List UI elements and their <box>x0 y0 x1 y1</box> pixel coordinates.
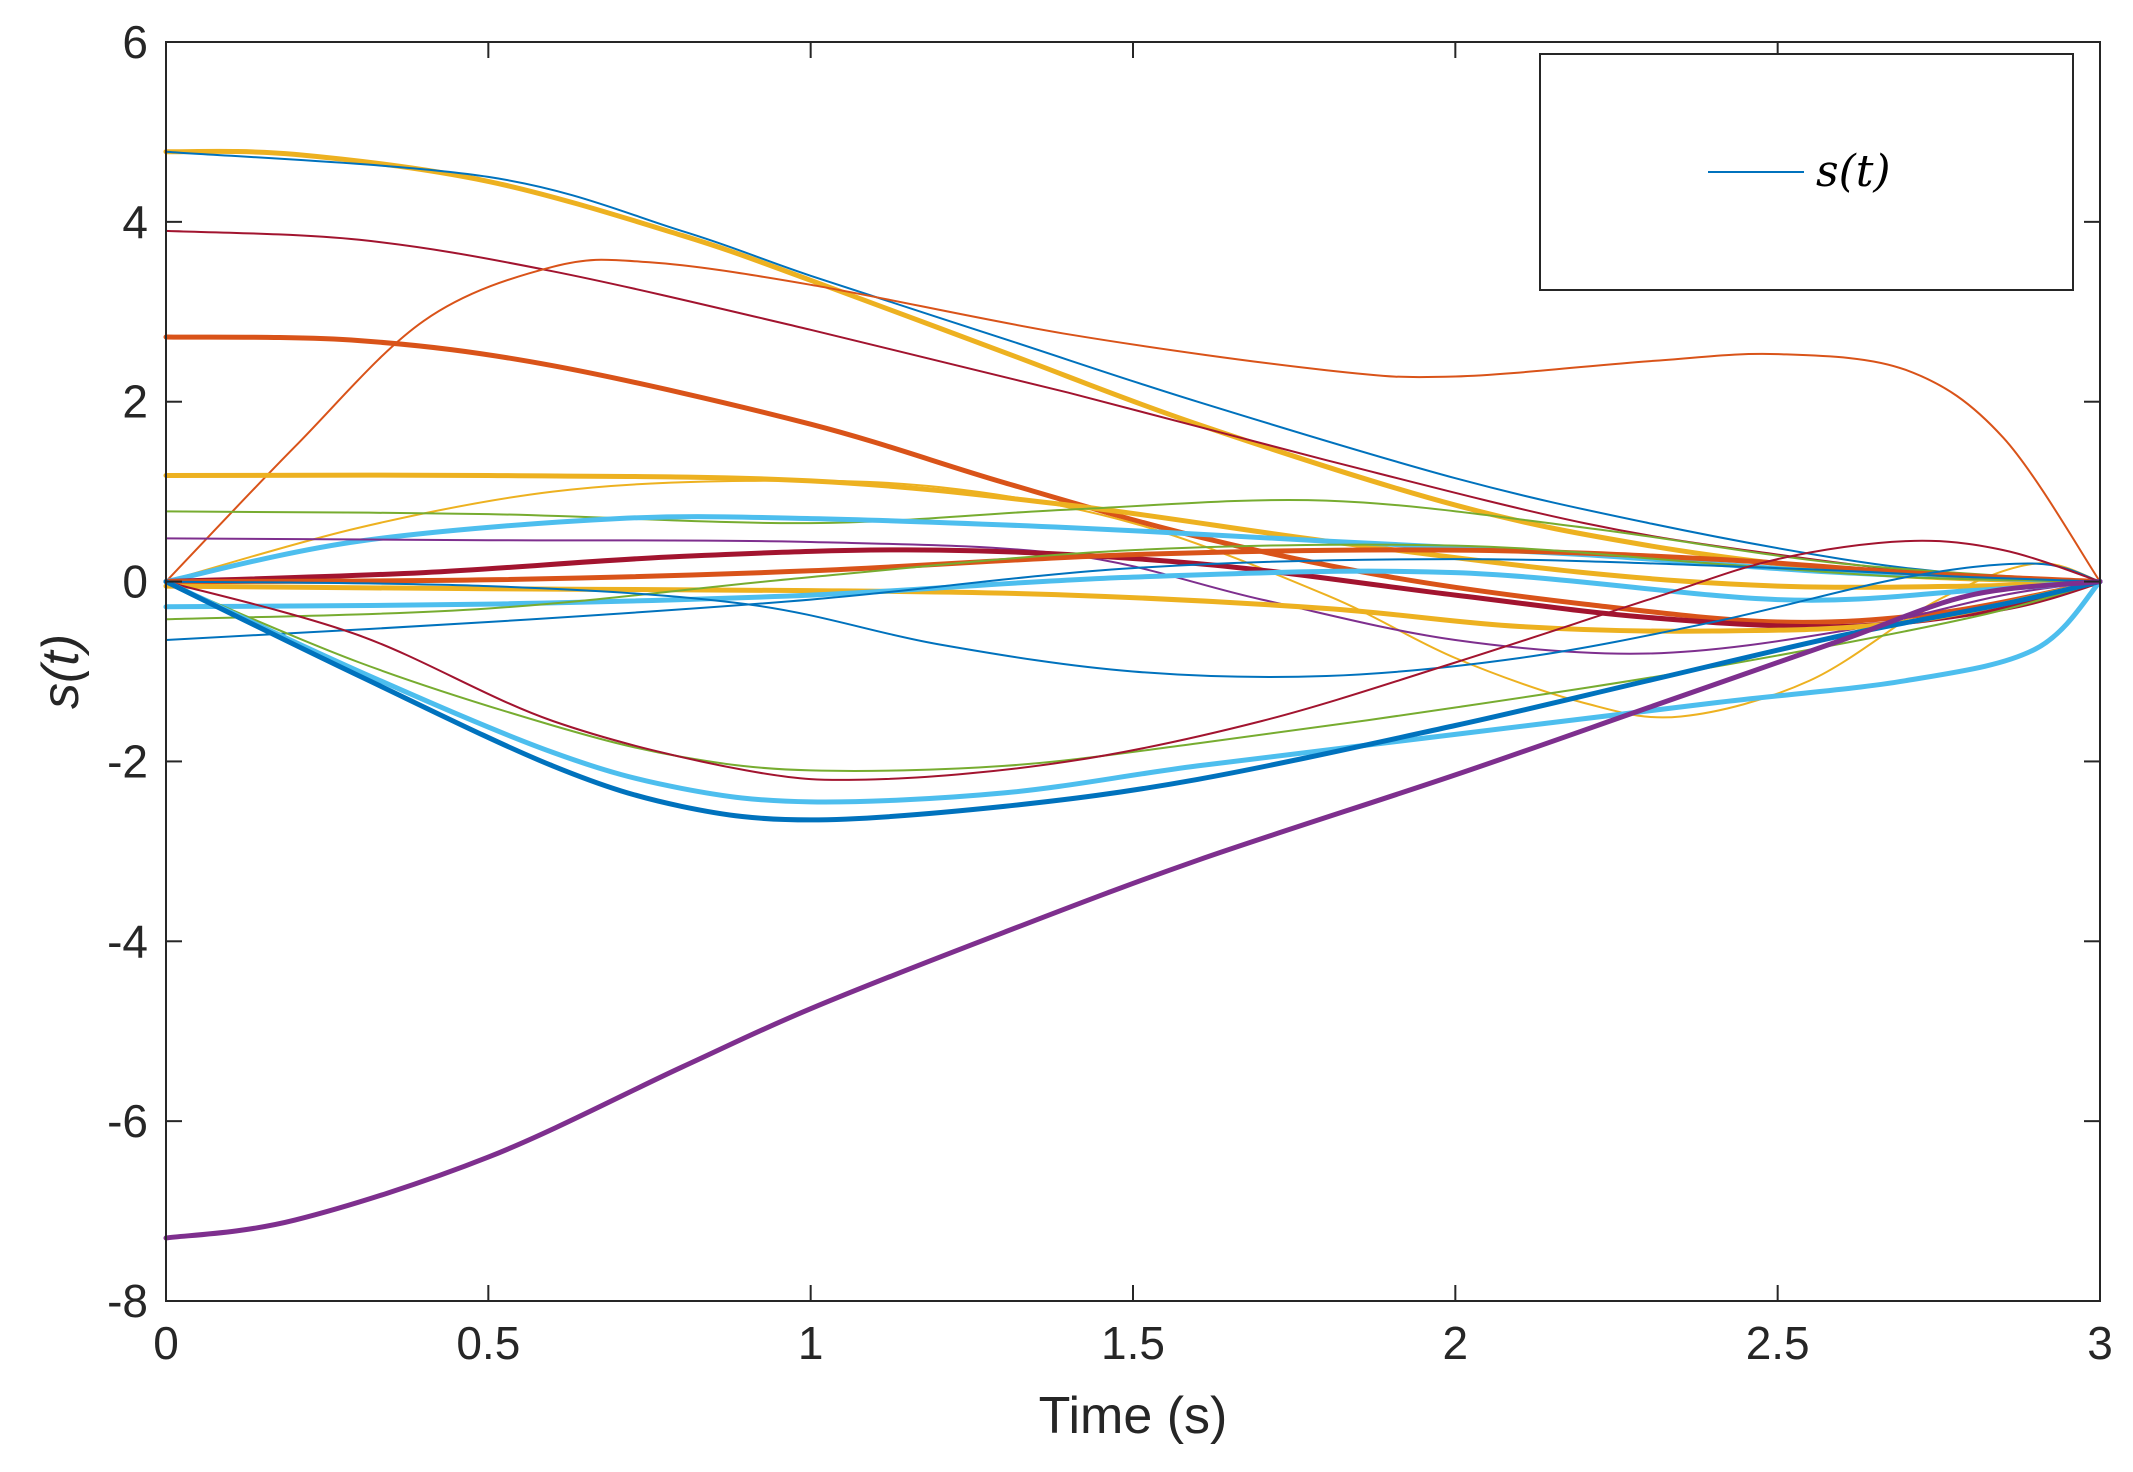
series-line-13 <box>163 568 2103 610</box>
y-tick-label: -4 <box>107 915 148 967</box>
x-tick-label: 0 <box>153 1317 179 1369</box>
series-line-7 <box>165 498 2101 583</box>
series-line-14 <box>165 543 2101 621</box>
y-tick-label: 6 <box>122 16 148 68</box>
series-line-21 <box>163 579 2103 1241</box>
series-line-4 <box>163 334 2103 625</box>
x-tick-label: 2 <box>1443 1317 1469 1369</box>
y-tick-label: -8 <box>107 1275 148 1327</box>
y-tick-label: -6 <box>107 1095 148 1147</box>
x-tick-label: 1 <box>798 1317 824 1369</box>
series-line-19 <box>163 579 2103 805</box>
tick-layer: 0 0.5 1 1.5 2 2.5 3 -8 -6 -4 -2 0 2 4 6 <box>107 16 2113 1369</box>
series-line-3 <box>165 258 2101 583</box>
y-tick-label: 0 <box>122 556 148 608</box>
series-layer <box>163 148 2103 1241</box>
series-line-15 <box>165 558 2101 641</box>
series-line-1 <box>165 150 2101 583</box>
x-tick-label: 3 <box>2087 1317 2113 1369</box>
x-tick-label: 1.5 <box>1101 1317 1165 1369</box>
legend-entry-label: s(t) <box>1816 146 1891 197</box>
series-line-18 <box>165 539 2101 782</box>
y-tick-label: 4 <box>122 196 148 248</box>
series-line-17 <box>165 580 2101 772</box>
legend[interactable]: s(t) <box>1539 53 2074 291</box>
series-line-6 <box>165 479 2101 719</box>
series-line-16 <box>165 562 2101 678</box>
y-tick-label: -2 <box>107 735 148 787</box>
x-tick-label: 2.5 <box>1746 1317 1810 1369</box>
y-tick-label: 2 <box>122 376 148 428</box>
series-line-11 <box>163 547 2103 585</box>
series-line-20 <box>163 579 2103 823</box>
y-axis-title: s(t) <box>32 634 90 709</box>
legend-box <box>1539 53 2074 291</box>
x-axis-title: Time (s) <box>1039 1387 1228 1445</box>
x-tick-label: 0.5 <box>456 1317 520 1369</box>
series-line-5 <box>163 472 2103 590</box>
